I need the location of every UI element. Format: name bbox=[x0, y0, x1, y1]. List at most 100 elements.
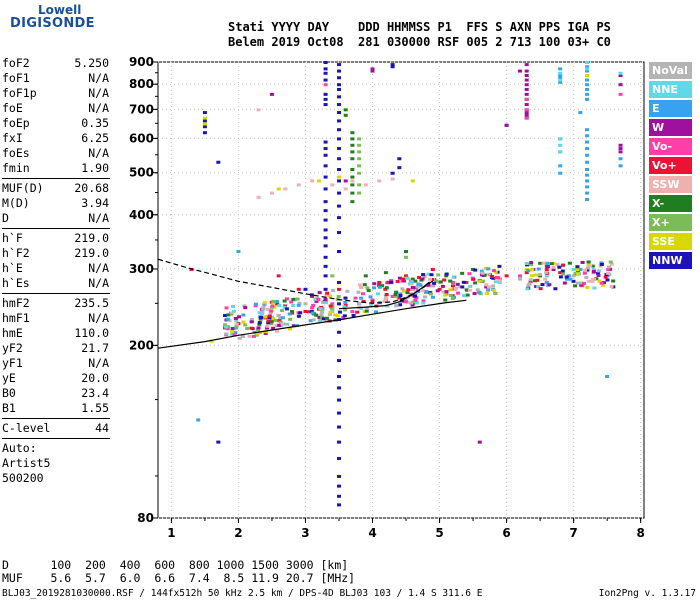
param-row-hes: h`Es N/A bbox=[2, 276, 112, 291]
echo-point bbox=[410, 179, 415, 183]
echo-point bbox=[430, 277, 435, 281]
echo-point bbox=[480, 271, 485, 275]
echo-point bbox=[618, 150, 623, 154]
echo-point bbox=[323, 153, 328, 157]
y-tick-label: 400 bbox=[129, 208, 154, 222]
param-name: D bbox=[2, 211, 9, 225]
echo-point bbox=[310, 179, 315, 183]
echo-point bbox=[323, 244, 328, 248]
echo-point bbox=[386, 280, 391, 284]
echo-point bbox=[350, 131, 355, 135]
echo-point bbox=[237, 336, 242, 340]
echo-point bbox=[580, 260, 585, 264]
echo-point bbox=[618, 83, 623, 87]
echo-point bbox=[343, 179, 348, 183]
echo-point bbox=[357, 137, 362, 141]
echo-point bbox=[547, 283, 552, 287]
echo-point bbox=[313, 297, 318, 301]
echo-point bbox=[485, 291, 490, 295]
echo-point bbox=[581, 281, 586, 285]
echo-point bbox=[257, 322, 262, 326]
echo-point bbox=[247, 334, 252, 338]
echo-point bbox=[336, 69, 341, 73]
header-field-names: Stati YYYY DAY DDD HHMMSS P1 FFS S AXN P… bbox=[228, 20, 611, 34]
echo-point bbox=[336, 386, 341, 390]
echo-point bbox=[343, 187, 348, 191]
echo-point bbox=[291, 324, 296, 328]
echo-point bbox=[573, 284, 578, 288]
echo-point bbox=[491, 269, 496, 273]
echo-point bbox=[342, 305, 347, 309]
echo-point bbox=[323, 255, 328, 259]
echo-point bbox=[350, 137, 355, 141]
echo-point bbox=[377, 283, 382, 287]
echo-point bbox=[585, 128, 590, 132]
echo-point bbox=[404, 250, 409, 254]
echo-point bbox=[276, 313, 281, 317]
echo-point bbox=[585, 83, 590, 87]
param-name: M(D) bbox=[2, 196, 30, 210]
echo-point bbox=[453, 287, 458, 291]
echo-point bbox=[587, 279, 592, 283]
echo-point bbox=[478, 279, 483, 283]
echo-point bbox=[316, 297, 321, 301]
echo-point bbox=[243, 323, 248, 327]
echo-point bbox=[428, 278, 433, 282]
echo-point bbox=[482, 273, 487, 277]
echo-point bbox=[471, 277, 476, 281]
echo-point bbox=[216, 160, 221, 164]
echo-point bbox=[357, 157, 362, 161]
param-value: 0.35 bbox=[81, 116, 109, 130]
echo-point bbox=[460, 271, 465, 275]
echo-point bbox=[336, 330, 341, 334]
echo-point bbox=[284, 297, 289, 301]
echo-point bbox=[343, 108, 348, 112]
echo-point bbox=[360, 292, 365, 296]
echo-point bbox=[336, 295, 341, 299]
echo-point bbox=[524, 271, 529, 275]
echo-point bbox=[269, 309, 274, 313]
echo-point bbox=[233, 316, 238, 320]
param-row-fmin: fmin 1.90 bbox=[2, 161, 112, 176]
echo-point bbox=[384, 296, 389, 300]
echo-point bbox=[576, 272, 581, 276]
echo-point bbox=[568, 277, 573, 281]
echo-point bbox=[526, 269, 531, 273]
echo-point bbox=[529, 274, 534, 278]
echo-point bbox=[265, 307, 270, 311]
echo-point bbox=[455, 282, 460, 286]
legend-item-nnw: NNW bbox=[649, 252, 692, 269]
echo-point bbox=[276, 187, 281, 191]
echo-point bbox=[590, 264, 595, 268]
echo-point bbox=[436, 273, 441, 277]
echo-point bbox=[277, 323, 282, 327]
echo-point bbox=[330, 183, 335, 187]
echo-point bbox=[295, 297, 300, 301]
echo-point bbox=[585, 61, 590, 64]
y-tick-label: 500 bbox=[129, 166, 154, 180]
echo-point bbox=[546, 265, 551, 269]
echo-point bbox=[262, 301, 267, 305]
echo-point bbox=[323, 297, 328, 301]
echo-point bbox=[524, 103, 529, 107]
echo-point bbox=[418, 283, 423, 287]
echo-point bbox=[605, 374, 610, 378]
echo-point bbox=[288, 317, 293, 321]
echo-point bbox=[473, 268, 478, 272]
echo-point bbox=[571, 267, 576, 271]
echo-point bbox=[532, 279, 537, 283]
param-value: 110.0 bbox=[74, 326, 109, 340]
echo-point bbox=[585, 197, 590, 201]
echo-point bbox=[287, 312, 292, 316]
echo-point bbox=[335, 314, 340, 318]
echo-point bbox=[263, 315, 268, 319]
echo-point bbox=[253, 302, 258, 306]
echo-point bbox=[410, 285, 415, 289]
x-tick-label: 2 bbox=[234, 526, 242, 540]
param-row-fxi: fxI 6.25 bbox=[2, 131, 112, 146]
echo-point bbox=[448, 288, 453, 292]
echo-point bbox=[529, 268, 534, 272]
echo-point bbox=[330, 274, 335, 278]
echo-point bbox=[336, 204, 341, 208]
echo-point bbox=[456, 291, 461, 295]
